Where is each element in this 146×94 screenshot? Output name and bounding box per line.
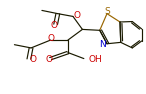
Text: N: N <box>99 40 106 49</box>
Text: O: O <box>29 55 36 64</box>
Text: S: S <box>105 7 111 16</box>
Text: O: O <box>46 55 53 64</box>
Text: O: O <box>73 11 80 20</box>
Text: OH: OH <box>88 55 102 64</box>
Text: O: O <box>51 21 58 30</box>
Text: O: O <box>48 34 55 42</box>
